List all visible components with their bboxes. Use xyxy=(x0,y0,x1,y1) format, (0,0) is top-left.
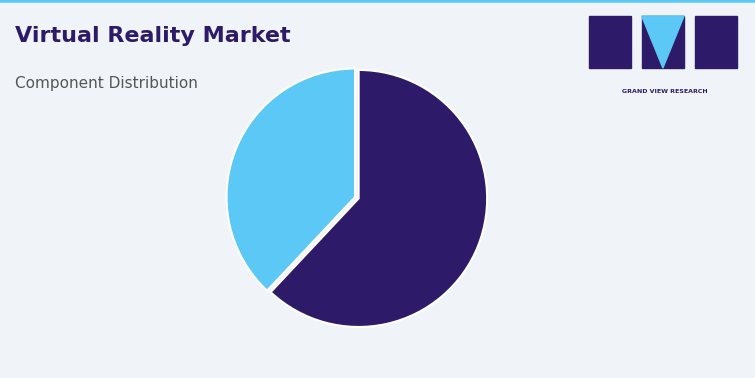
Text: GRAND VIEW RESEARCH: GRAND VIEW RESEARCH xyxy=(621,89,707,94)
Bar xyxy=(642,16,684,68)
Text: Component Distribution: Component Distribution xyxy=(15,76,198,91)
Text: Virtual Reality Market: Virtual Reality Market xyxy=(15,26,291,46)
Wedge shape xyxy=(270,70,487,327)
Bar xyxy=(695,16,737,68)
Bar xyxy=(589,16,631,68)
Wedge shape xyxy=(226,68,355,291)
Polygon shape xyxy=(642,16,684,68)
